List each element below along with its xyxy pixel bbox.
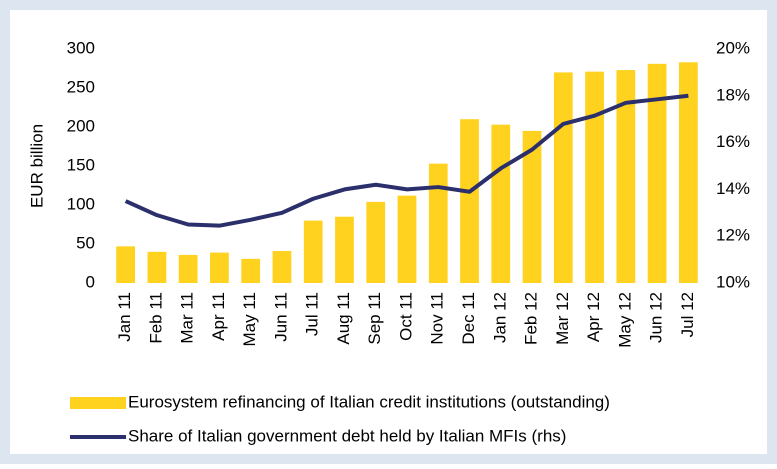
x-tick-label: May 11 (240, 292, 259, 347)
bar (272, 251, 292, 283)
x-tick-label: Jan 12 (490, 292, 509, 343)
y2-tick-label: 16% (716, 132, 750, 151)
x-tick-label: Mar 11 (178, 292, 197, 344)
bar (616, 70, 636, 283)
x-tick-label: Apr 12 (584, 292, 603, 342)
bar (428, 163, 448, 283)
x-tick-label: Jul 12 (678, 292, 697, 337)
y2-tick-label: 18% (716, 85, 750, 104)
x-tick-label: Mar 12 (553, 292, 572, 345)
y2-tick-label: 12% (716, 226, 750, 245)
bar (647, 63, 667, 283)
bar (460, 119, 479, 283)
y-tick-label: 200 (67, 116, 95, 135)
x-tick-label: Dec 11 (459, 292, 478, 345)
x-tick-label: Jun 12 (647, 292, 666, 343)
x-tick-label: Apr 11 (209, 292, 228, 341)
x-tick-label: Jan 11 (115, 292, 134, 342)
y-axis-label: EUR billion (27, 124, 46, 208)
x-tick-label: Feb 12 (522, 292, 541, 345)
bar (522, 130, 542, 283)
bar (147, 251, 167, 283)
y-tick-label: 50 (76, 233, 95, 252)
y-tick-label: 250 (67, 77, 95, 96)
line (124, 93, 689, 228)
y-tick-label: 150 (67, 155, 95, 174)
bar (491, 124, 511, 283)
bar (335, 216, 354, 283)
bar (178, 254, 198, 283)
y2-tick-label: 14% (716, 179, 750, 198)
x-tick-label: Sep 11 (365, 292, 384, 345)
y-tick-label: 0 (86, 272, 95, 291)
legend-swatch (70, 397, 126, 409)
y-tick-label: 300 (67, 38, 95, 57)
bar (397, 195, 417, 283)
bar (366, 201, 386, 283)
y-tick-label: 100 (67, 194, 95, 213)
y2-tick-label: 20% (716, 38, 750, 57)
legend-label: Eurosystem refinancing of Italian credit… (128, 392, 610, 411)
x-tick-label: Feb 11 (146, 292, 165, 344)
x-tick-label: May 12 (615, 292, 634, 348)
x-tick-label: Oct 11 (396, 292, 415, 341)
bar (116, 246, 136, 283)
bar (210, 252, 229, 283)
x-tick-label: Aug 11 (334, 292, 353, 345)
bar (303, 220, 323, 283)
bar (585, 71, 604, 284)
y2-tick-label: 10% (716, 272, 750, 291)
panel (10, 10, 767, 454)
x-tick-label: Jul 11 (303, 292, 322, 336)
bar (553, 72, 573, 284)
legend-label: Share of Italian government debt held by… (128, 426, 566, 445)
bar (678, 62, 698, 284)
x-tick-label: Jun 11 (271, 292, 290, 342)
x-tick-label: Nov 11 (428, 292, 447, 345)
bar (241, 258, 261, 283)
